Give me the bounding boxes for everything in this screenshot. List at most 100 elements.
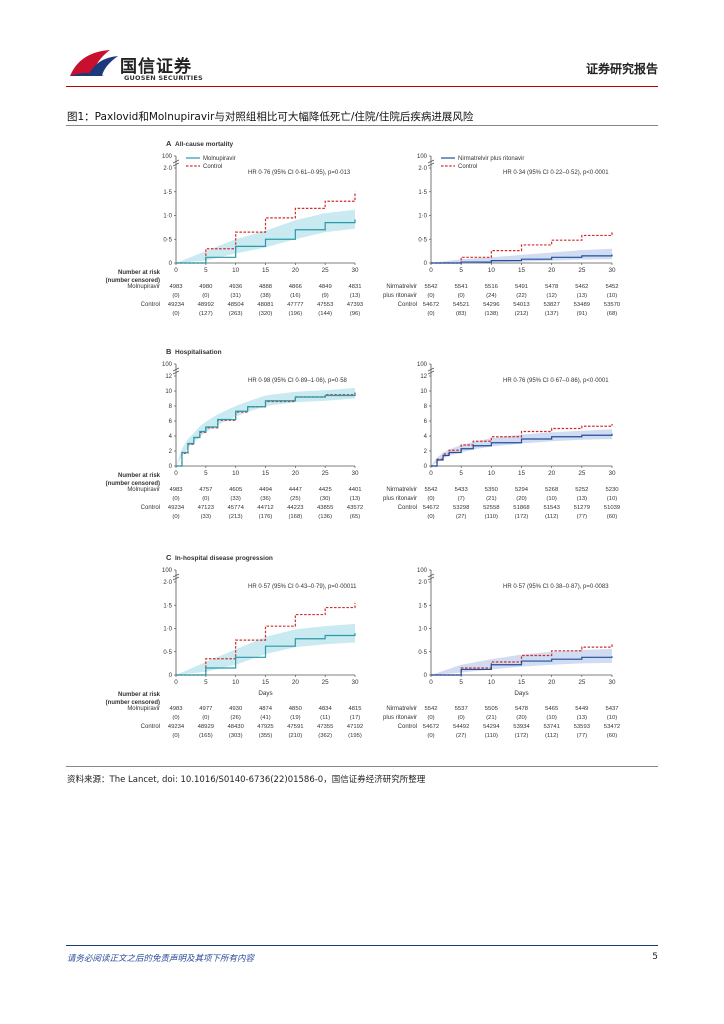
control-series-line: [431, 424, 613, 467]
at-risk-cell: (0): [458, 293, 465, 299]
at-risk-cell: (0): [427, 733, 434, 739]
at-risk-cell: 47777: [287, 302, 303, 308]
footer-disclaimer: 请务必阅读正文之后的免责声明及其项下所有内容: [67, 954, 255, 964]
at-risk-cell: (25): [290, 496, 301, 502]
x-tick-label: 5: [459, 470, 463, 477]
ci-band: [431, 429, 612, 466]
at-risk-cell: (0): [427, 514, 434, 520]
control-series-line: [431, 644, 613, 676]
at-risk-cell: 51039: [604, 505, 620, 511]
at-risk-cell: (10): [607, 715, 618, 721]
x-tick-label: 25: [578, 470, 586, 477]
at-risk-cell: 54294: [483, 724, 500, 730]
at-risk-cell: 53570: [604, 302, 621, 308]
at-risk-cell: 53934: [513, 724, 530, 730]
at-risk-cell: 47192: [347, 724, 363, 730]
header-divider: [66, 86, 658, 87]
panel-letter: C: [166, 553, 172, 562]
x-tick-label: 20: [292, 679, 300, 686]
at-risk-row-label: Nirmatrelvir: [386, 284, 417, 290]
y-tick-label: 1·0: [163, 214, 172, 220]
at-risk-cell: 53593: [574, 724, 591, 730]
x-axis-label: Days: [514, 690, 528, 697]
at-risk-cell: (33): [201, 514, 212, 520]
at-risk-cell: 47355: [317, 724, 334, 730]
at-risk-cell: 4936: [229, 284, 243, 290]
x-tick-label: 30: [351, 267, 359, 274]
x-tick-label: 5: [204, 470, 208, 477]
y-tick-label: 1·5: [418, 190, 427, 196]
ci-band: [431, 248, 612, 263]
at-risk-cell: 48504: [227, 302, 244, 308]
at-risk-cell: (195): [348, 733, 362, 739]
legend-control-label: Control: [203, 164, 222, 170]
x-tick-label: 30: [608, 679, 616, 686]
footer-divider: [66, 945, 658, 946]
axis-break-icon: [172, 159, 180, 167]
at-risk-cell: 4866: [289, 284, 303, 290]
legend-control-label: Control: [458, 164, 477, 170]
x-tick-label: 30: [351, 470, 359, 477]
x-tick-label: 5: [204, 267, 208, 274]
at-risk-cell: 5542: [424, 487, 437, 493]
x-tick-label: 5: [459, 267, 463, 274]
at-risk-cell: 5505: [485, 706, 499, 712]
x-tick-label: 15: [262, 470, 270, 477]
at-risk-cell: (27): [456, 514, 467, 520]
at-risk-cell: 47925: [257, 724, 274, 730]
at-risk-cell: 54672: [423, 724, 439, 730]
at-risk-cell: 53741: [543, 724, 559, 730]
at-risk-cell: (0): [172, 293, 179, 299]
at-risk-cell: 5437: [605, 706, 618, 712]
y-tick-label: 2·0: [418, 166, 427, 172]
at-risk-cell: (110): [485, 514, 498, 520]
hazard-ratio-label: HR 0·98 (95% CI 0·89–1·06), p=0·58: [248, 378, 348, 384]
at-risk-cell: 54492: [453, 724, 469, 730]
at-risk-cell: (168): [288, 514, 302, 520]
at-risk-cell: (68): [607, 311, 618, 317]
x-tick-label: 0: [174, 470, 178, 477]
y-tick-label: 0: [424, 261, 428, 267]
x-tick-label: 20: [292, 267, 300, 274]
at-risk-cell: 53489: [574, 302, 590, 308]
at-risk-cell: 4874: [259, 706, 273, 712]
x-axis-label: Days: [258, 690, 272, 697]
treatment-series-line: [431, 433, 613, 467]
at-risk-cell: (10): [607, 293, 618, 299]
at-risk-cell: (0): [427, 293, 434, 299]
at-risk-cell: 48081: [257, 302, 273, 308]
y-tick-label: 0: [169, 673, 173, 679]
at-risk-cell: (11): [320, 715, 330, 721]
x-tick-label: 0: [174, 267, 178, 274]
x-tick-label: 15: [262, 267, 270, 274]
at-risk-cell: (65): [350, 514, 361, 520]
y-tick-label: 8: [424, 404, 428, 410]
ci-band: [176, 388, 355, 466]
at-risk-cell: (172): [515, 514, 529, 520]
figure-title-divider: [66, 125, 658, 126]
at-risk-cell: 4494: [259, 487, 273, 493]
x-tick-label: 20: [548, 267, 556, 274]
x-tick-label: 20: [548, 470, 556, 477]
at-risk-row-label: Control: [398, 302, 417, 308]
figure-source: 资料来源：The Lancet, doi: 10.1016/S0140-6736…: [67, 775, 426, 785]
x-tick-label: 5: [459, 679, 463, 686]
at-risk-cell: (21): [486, 715, 497, 721]
at-risk-cell: 5230: [605, 487, 619, 493]
y-tick-label: 0: [424, 673, 428, 679]
y-tick-label: 0·5: [418, 650, 427, 656]
at-risk-cell: (21): [486, 496, 497, 502]
at-risk-cell: (0): [172, 514, 179, 520]
at-risk-cell: 54521: [453, 302, 469, 308]
at-risk-cell: (0): [427, 715, 434, 721]
at-risk-cell: (7): [458, 496, 465, 502]
at-risk-cell: 5541: [455, 284, 468, 290]
y-tick-label: 1·5: [163, 603, 172, 609]
at-risk-cell: 47591: [287, 724, 303, 730]
x-tick-label: 25: [578, 267, 586, 274]
at-risk-cell: 5542: [424, 284, 437, 290]
at-risk-cell: (41): [260, 715, 271, 721]
x-tick-label: 0: [429, 470, 433, 477]
x-tick-label: 25: [322, 679, 330, 686]
y-tick-label: 0: [169, 261, 173, 267]
